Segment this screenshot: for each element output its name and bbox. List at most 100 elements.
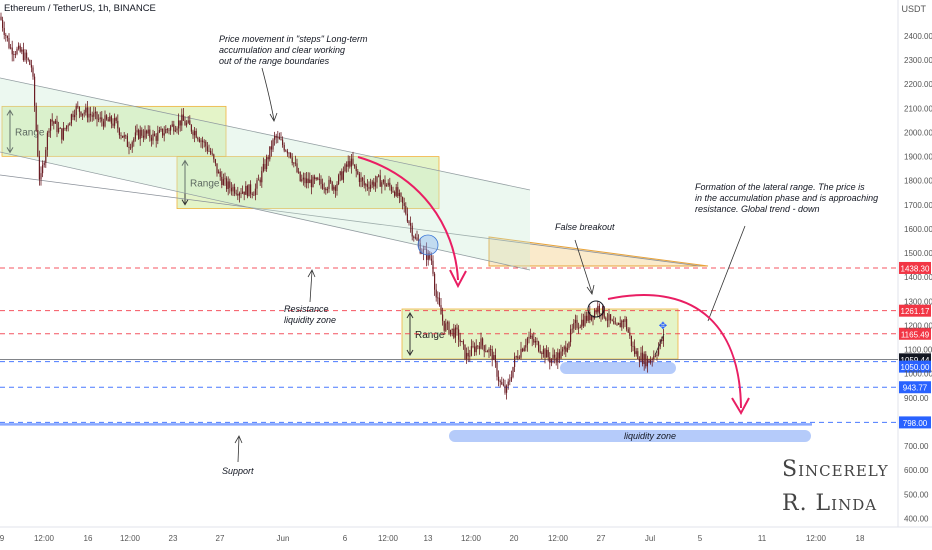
candle-body <box>635 351 637 355</box>
candle-body <box>640 352 642 362</box>
candle-body <box>234 186 236 194</box>
time-tick-label: 16 <box>84 534 93 543</box>
candle-body <box>304 177 306 184</box>
candle-body <box>35 105 37 130</box>
candle-body <box>253 194 255 196</box>
candle-body <box>77 105 79 107</box>
candle-body <box>563 346 565 350</box>
candle-body <box>618 322 620 325</box>
support-trend-line <box>0 174 701 267</box>
annotation-formation: Formation of the lateral range. The pric… <box>695 182 865 192</box>
time-tick-label: 11 <box>758 534 767 543</box>
candle-body <box>461 341 463 342</box>
candle-body <box>368 187 370 189</box>
candle-body <box>131 142 133 148</box>
candle-body <box>579 326 581 328</box>
pointer-formation <box>707 225 746 322</box>
candle-body <box>210 150 212 154</box>
candle-body <box>589 311 591 321</box>
candle-body <box>526 338 528 345</box>
candle-body <box>32 67 34 77</box>
price-tick-label: 1400.00 <box>904 273 932 282</box>
candle-body <box>91 115 93 117</box>
candle-body <box>357 171 359 175</box>
candle-body <box>544 349 546 358</box>
price-tick-label: 2200.00 <box>904 80 932 89</box>
pointer-resistance <box>309 270 313 303</box>
candle-body <box>344 164 346 172</box>
candle-body <box>555 357 557 363</box>
candle-body <box>170 126 172 131</box>
candle-body <box>501 382 503 385</box>
candle-body <box>66 125 68 129</box>
candle-body <box>195 130 197 138</box>
candle-body <box>19 45 21 52</box>
candle-body <box>634 346 636 355</box>
candle-body <box>546 349 548 358</box>
candle-body <box>600 313 602 316</box>
candle-body <box>470 346 472 356</box>
candle-body <box>34 76 36 106</box>
candle-body <box>45 149 47 163</box>
candle-body <box>445 323 447 331</box>
candle-body <box>542 349 544 355</box>
candle-body <box>182 114 184 121</box>
candle-body <box>467 352 469 357</box>
candle-body <box>218 171 220 174</box>
candle-body <box>317 177 319 180</box>
channel-fill <box>0 78 530 270</box>
candle-body <box>50 119 52 131</box>
candle-body <box>13 54 15 55</box>
candle-body <box>352 158 354 165</box>
candle-body <box>434 273 436 290</box>
candle-body <box>637 351 639 360</box>
candle-body <box>459 339 461 342</box>
annotation-steps: out of the range boundaries <box>219 56 330 66</box>
candle-body <box>478 346 480 349</box>
candle-body <box>176 128 178 131</box>
candle-body <box>333 186 335 190</box>
candle-body <box>200 140 202 142</box>
candle-body <box>341 171 343 180</box>
candle-body <box>427 252 429 260</box>
candle-body <box>398 192 400 197</box>
candle-body <box>488 349 490 353</box>
candle-body <box>624 319 626 322</box>
candle-body <box>627 329 629 333</box>
candle-body <box>21 49 23 52</box>
candle-body <box>653 355 655 360</box>
price-axis: 2400.00 2300.00 2200.00 2100.00 2000.00 1900.… <box>904 32 932 523</box>
candle-body <box>483 345 485 352</box>
annotation-resistance: Resistance <box>284 304 329 314</box>
time-tick-label: Jun <box>277 534 290 543</box>
candle-body <box>254 188 256 196</box>
candle-body <box>354 164 356 167</box>
candle-body <box>178 120 180 129</box>
candle-body <box>133 138 135 143</box>
annotation-steps: Price movement in "steps" Long-term <box>219 34 368 44</box>
candle-body <box>629 332 631 336</box>
candle-series <box>0 12 664 400</box>
candle-body <box>120 135 122 136</box>
candle-body <box>658 346 660 355</box>
candle-body <box>475 345 477 353</box>
candle-body <box>323 188 325 190</box>
candle-body <box>376 176 378 183</box>
candle-body <box>381 182 383 187</box>
candle-body <box>330 179 332 182</box>
candle-body <box>574 319 576 323</box>
candle-body <box>280 139 282 141</box>
projection-arrow-2 <box>607 294 742 409</box>
candle-body <box>222 179 224 186</box>
candle-body <box>54 120 56 124</box>
price-level-value: 1059.44 <box>901 356 930 365</box>
candle-body <box>154 133 156 136</box>
candle-body <box>307 178 309 184</box>
candle-body <box>197 137 199 140</box>
candle-body <box>534 341 536 343</box>
candle-body <box>587 311 589 321</box>
candle-body <box>294 162 296 164</box>
candle-body <box>83 112 85 114</box>
candle-body <box>581 319 583 327</box>
candle-body <box>586 315 588 321</box>
